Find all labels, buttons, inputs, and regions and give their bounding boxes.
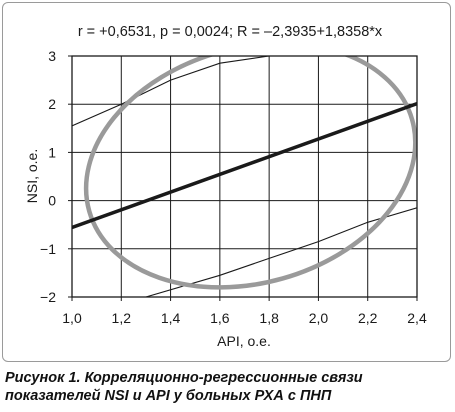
x-tick-label: 1,6: [210, 310, 230, 326]
x-tick-label: 1,4: [161, 310, 181, 326]
caption-line-1: Рисунок 1. Корреляционно-регрессионные с…: [5, 370, 363, 386]
y-tick-label: 0: [48, 193, 56, 209]
y-tick-label: 2: [48, 96, 56, 112]
y-tick-label: −2: [40, 289, 56, 305]
plot-area: [72, 56, 417, 297]
y-tick-label: 1: [48, 144, 56, 160]
confidence-band-upper: [72, 56, 270, 127]
stats-line: r = +0,6531, p = 0,0024; R = –2,3935+1,8…: [78, 24, 383, 40]
figure-frame: [2, 2, 451, 362]
regression-line: [72, 101, 417, 230]
x-tick-label: 2,4: [407, 310, 427, 326]
y-axis-title: NSI, o.e.: [24, 149, 40, 203]
x-tick-label: 2,2: [358, 310, 378, 326]
correlation-chart: r = +0,6531, p = 0,0024; R = –2,3935+1,8…: [24, 24, 427, 349]
y-axis-ticks: 3 2 1 0 −1 −2: [40, 48, 72, 305]
y-tick-label: 3: [48, 48, 56, 64]
caption-line-2: показателей NSI и API у больных РХА с ПН…: [5, 388, 332, 404]
confidence-band-lower: [145, 207, 417, 297]
x-tick-label: 1,8: [259, 310, 279, 326]
x-axis-title: API, o.e.: [217, 333, 271, 349]
plot-border: [71, 55, 418, 298]
y-tick-label: −1: [40, 241, 56, 257]
confidence-ellipse: [83, 56, 417, 290]
figure-caption: Рисунок 1. Корреляционно-регрессионные с…: [5, 369, 450, 405]
x-tick-label: 2,0: [309, 310, 329, 326]
x-axis-ticks: 1,0 1,2 1,4 1,6 1,8 2,0 2,2 2,4: [62, 297, 427, 326]
x-tick-label: 1,2: [112, 310, 132, 326]
x-tick-label: 1,0: [62, 310, 82, 326]
